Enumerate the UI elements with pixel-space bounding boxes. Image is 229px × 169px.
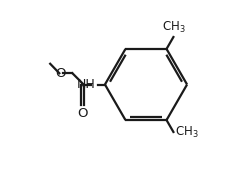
Text: CH$_3$: CH$_3$: [174, 124, 198, 140]
Text: O: O: [55, 67, 66, 80]
Text: O: O: [77, 107, 87, 120]
Text: CH$_3$: CH$_3$: [161, 20, 184, 35]
Text: NH: NH: [77, 78, 95, 91]
